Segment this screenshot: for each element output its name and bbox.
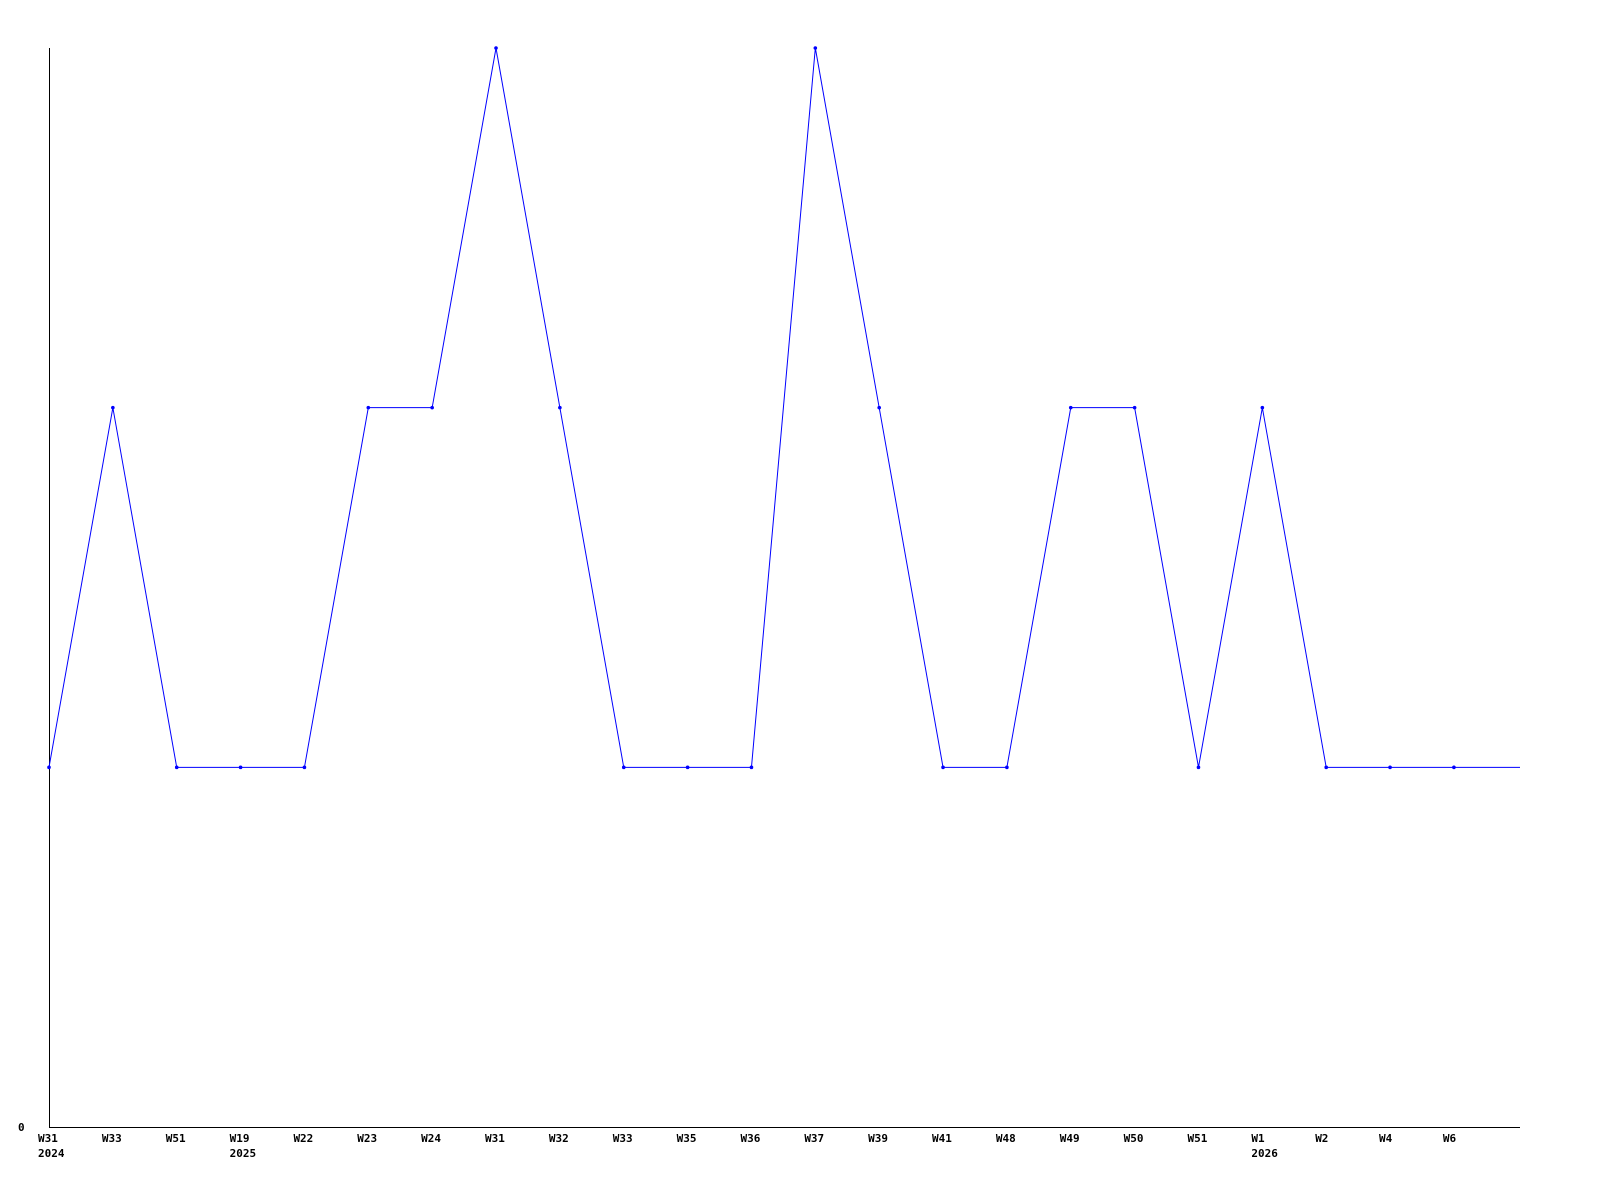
x-tick-label: W24 (421, 1132, 441, 1145)
data-point (1132, 405, 1137, 410)
data-point (174, 765, 179, 770)
data-point (558, 405, 562, 410)
x-year-label: 2026 (1251, 1147, 1278, 1160)
x-tick-label: W4 (1379, 1132, 1393, 1145)
data-point (430, 405, 434, 410)
x-tick-label: W41 (932, 1132, 952, 1145)
data-point (47, 765, 51, 770)
x-tick-label: W49 (1060, 1132, 1080, 1145)
x-tick-label: W51 (166, 1132, 186, 1145)
data-point (877, 405, 881, 410)
series-line (48, 47, 1520, 768)
data-point (1005, 765, 1009, 770)
x-tick-label: W33 (613, 1132, 633, 1145)
x-tick-label: W22 (293, 1132, 313, 1145)
y-tick-label: 0 (18, 1121, 25, 1134)
x-tick-label: W39 (868, 1132, 888, 1145)
data-point (813, 46, 818, 50)
data-point (621, 765, 626, 770)
x-tick-label: W32 (549, 1132, 569, 1145)
x-year-label: 2025 (230, 1147, 257, 1160)
x-tick-label: W51 (1187, 1132, 1207, 1145)
data-point (1324, 765, 1328, 770)
x-year-label: 2024 (38, 1147, 65, 1160)
x-tick-label: W33 (102, 1132, 122, 1145)
data-point (302, 765, 307, 770)
x-tick-label: W35 (677, 1132, 697, 1145)
data-point (494, 46, 498, 50)
x-tick-label: W6 (1443, 1132, 1457, 1145)
x-tick-label: W23 (357, 1132, 377, 1145)
data-point (238, 765, 243, 770)
x-tick-label: W1 (1251, 1132, 1265, 1145)
x-tick-label: W37 (804, 1132, 824, 1145)
data-point (366, 405, 371, 410)
data-point (1196, 765, 1201, 770)
data-point (1388, 765, 1392, 770)
data-point (1068, 405, 1073, 410)
data-point (1260, 405, 1265, 410)
x-tick-label: W19 (230, 1132, 250, 1145)
data-point (685, 765, 690, 770)
x-tick-label: W2 (1315, 1132, 1328, 1145)
x-tick-label: W31 (38, 1132, 58, 1145)
data-point (749, 765, 754, 770)
x-tick-label: W50 (1124, 1132, 1144, 1145)
x-tick-label: W48 (996, 1132, 1016, 1145)
data-point (941, 765, 945, 770)
data-point (111, 405, 115, 410)
x-tick-label: W31 (485, 1132, 505, 1145)
data-point (1452, 765, 1456, 770)
x-tick-label: W36 (740, 1132, 760, 1145)
